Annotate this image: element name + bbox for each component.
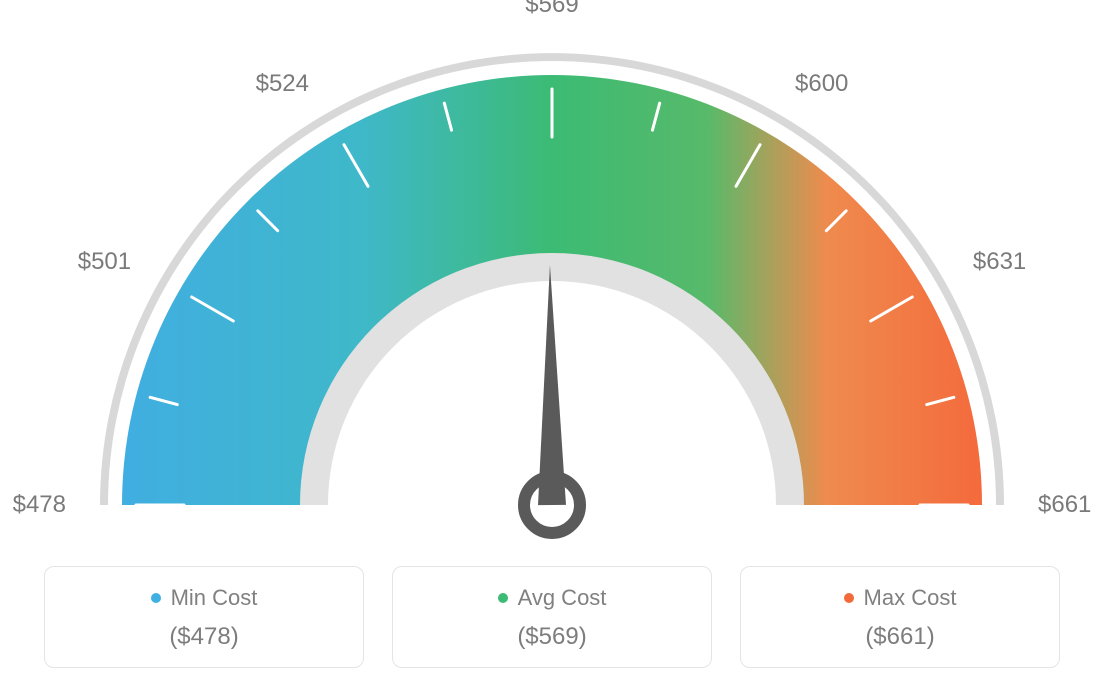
gauge-tick-label: $501 [78, 248, 131, 276]
legend-dot-avg [498, 593, 508, 603]
legend-label-max: Max Cost [844, 585, 957, 611]
gauge-tick-label: $631 [973, 248, 1026, 276]
gauge-tick-label: $600 [795, 70, 848, 98]
legend-text-avg: Avg Cost [518, 585, 607, 611]
legend-row: Min Cost ($478) Avg Cost ($569) Max Cost… [0, 566, 1104, 668]
legend-label-avg: Avg Cost [498, 585, 607, 611]
gauge-tick-label: $661 [1038, 491, 1091, 519]
gauge-svg [0, 0, 1104, 560]
gauge-chart: $478 $501 $524 $569 $600 $631 $661 [0, 0, 1104, 560]
legend-card-min: Min Cost ($478) [44, 566, 364, 668]
gauge-tick-label: $569 [525, 0, 578, 19]
legend-value-min: ($478) [55, 623, 353, 651]
legend-text-min: Min Cost [171, 585, 258, 611]
gauge-tick-label: $478 [13, 491, 66, 519]
legend-value-max: ($661) [751, 623, 1049, 651]
legend-text-max: Max Cost [864, 585, 957, 611]
legend-value-avg: ($569) [403, 623, 701, 651]
gauge-tick-label: $524 [256, 70, 309, 98]
legend-dot-max [844, 593, 854, 603]
legend-card-avg: Avg Cost ($569) [392, 566, 712, 668]
legend-dot-min [151, 593, 161, 603]
legend-card-max: Max Cost ($661) [740, 566, 1060, 668]
legend-label-min: Min Cost [151, 585, 258, 611]
